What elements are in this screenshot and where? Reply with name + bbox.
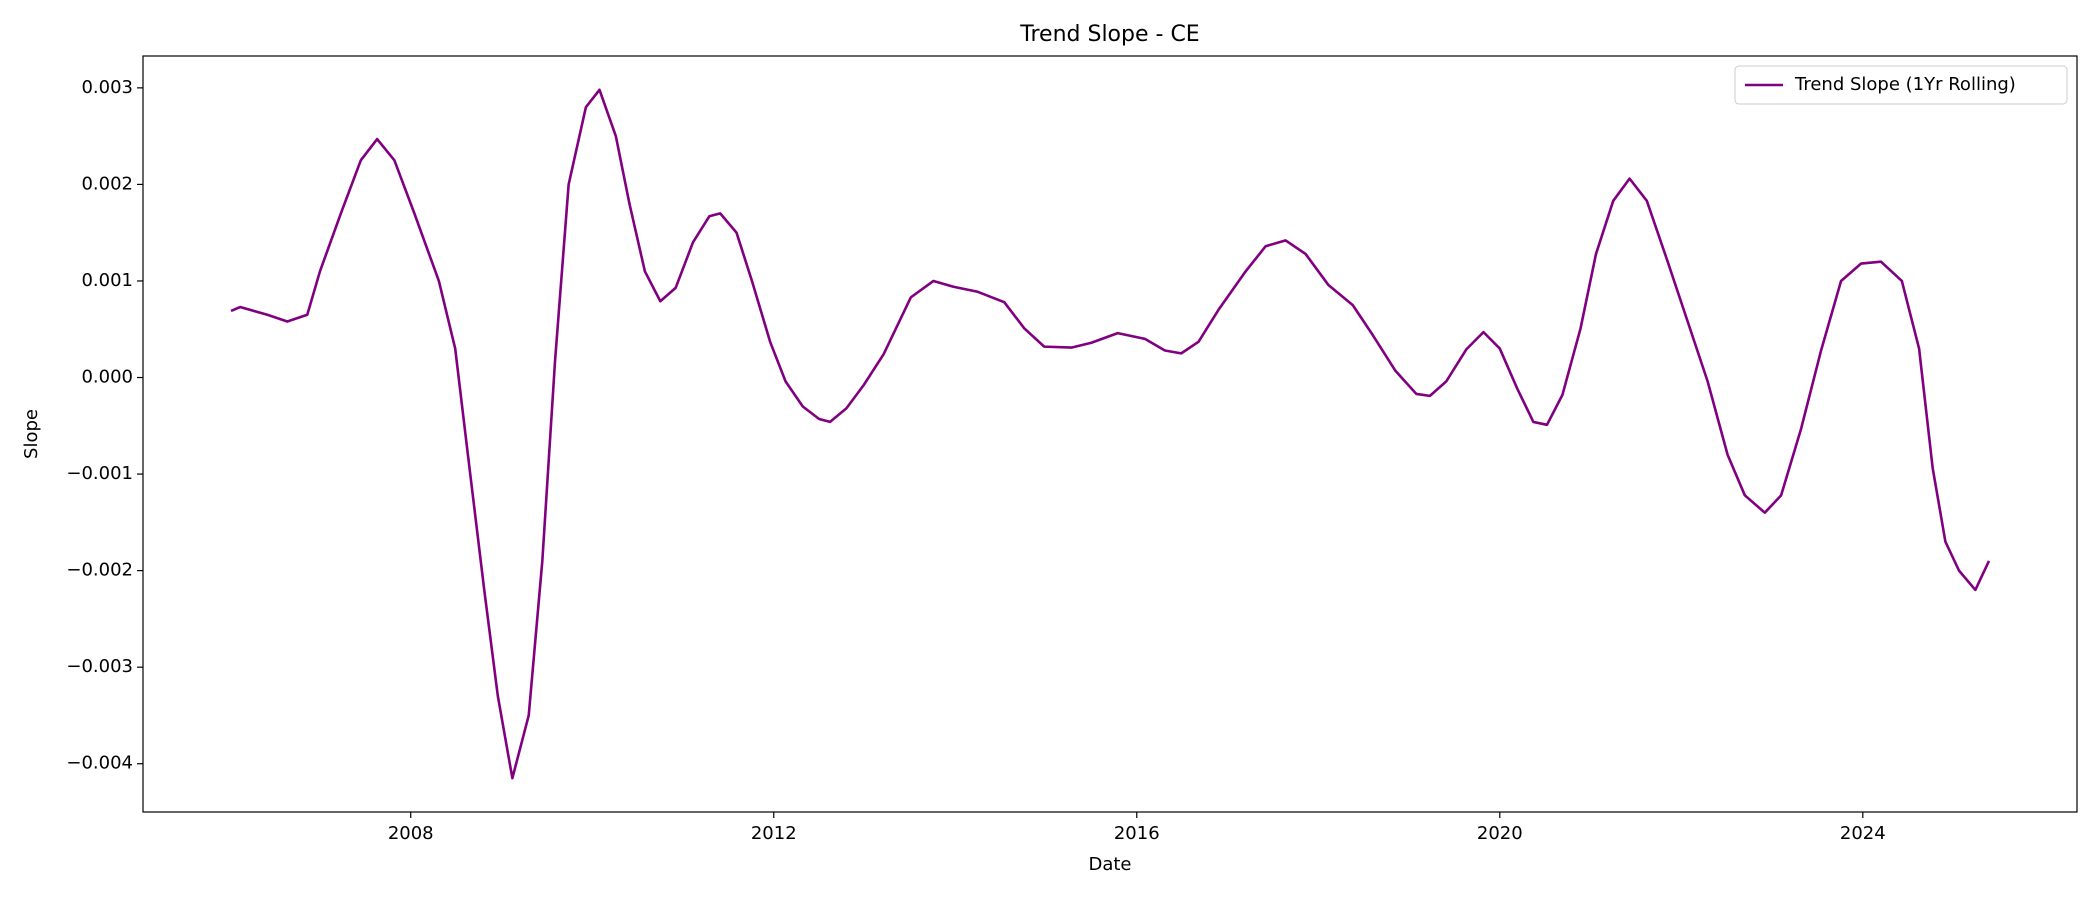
y-tick-label: 0.002 [81,173,133,194]
x-axis-label: Date [1088,854,1131,875]
plot-frame [142,55,2078,813]
y-tick-label: −0.001 [66,463,133,484]
x-tick-label: 2016 [1114,823,1160,844]
y-tick-label: 0.000 [81,367,133,388]
y-tick-label: 0.003 [81,77,133,98]
legend-box [1734,65,2068,105]
y-tick-label: 0.001 [81,270,133,291]
chart-title: Trend Slope - CE [1019,22,1199,47]
x-tick-label: 2020 [1477,823,1523,844]
x-tick-label: 2024 [1840,823,1886,844]
y-axis-label: Slope [21,409,42,459]
x-tick-label: 2008 [388,823,434,844]
legend-label: Trend Slope (1Yr Rolling) [1794,74,2016,95]
y-tick-label: −0.004 [66,753,133,774]
y-tick-label: −0.002 [66,560,133,581]
line-series [230,88,1991,780]
y-tick-label: −0.003 [66,656,133,677]
x-tick-label: 2012 [751,823,797,844]
